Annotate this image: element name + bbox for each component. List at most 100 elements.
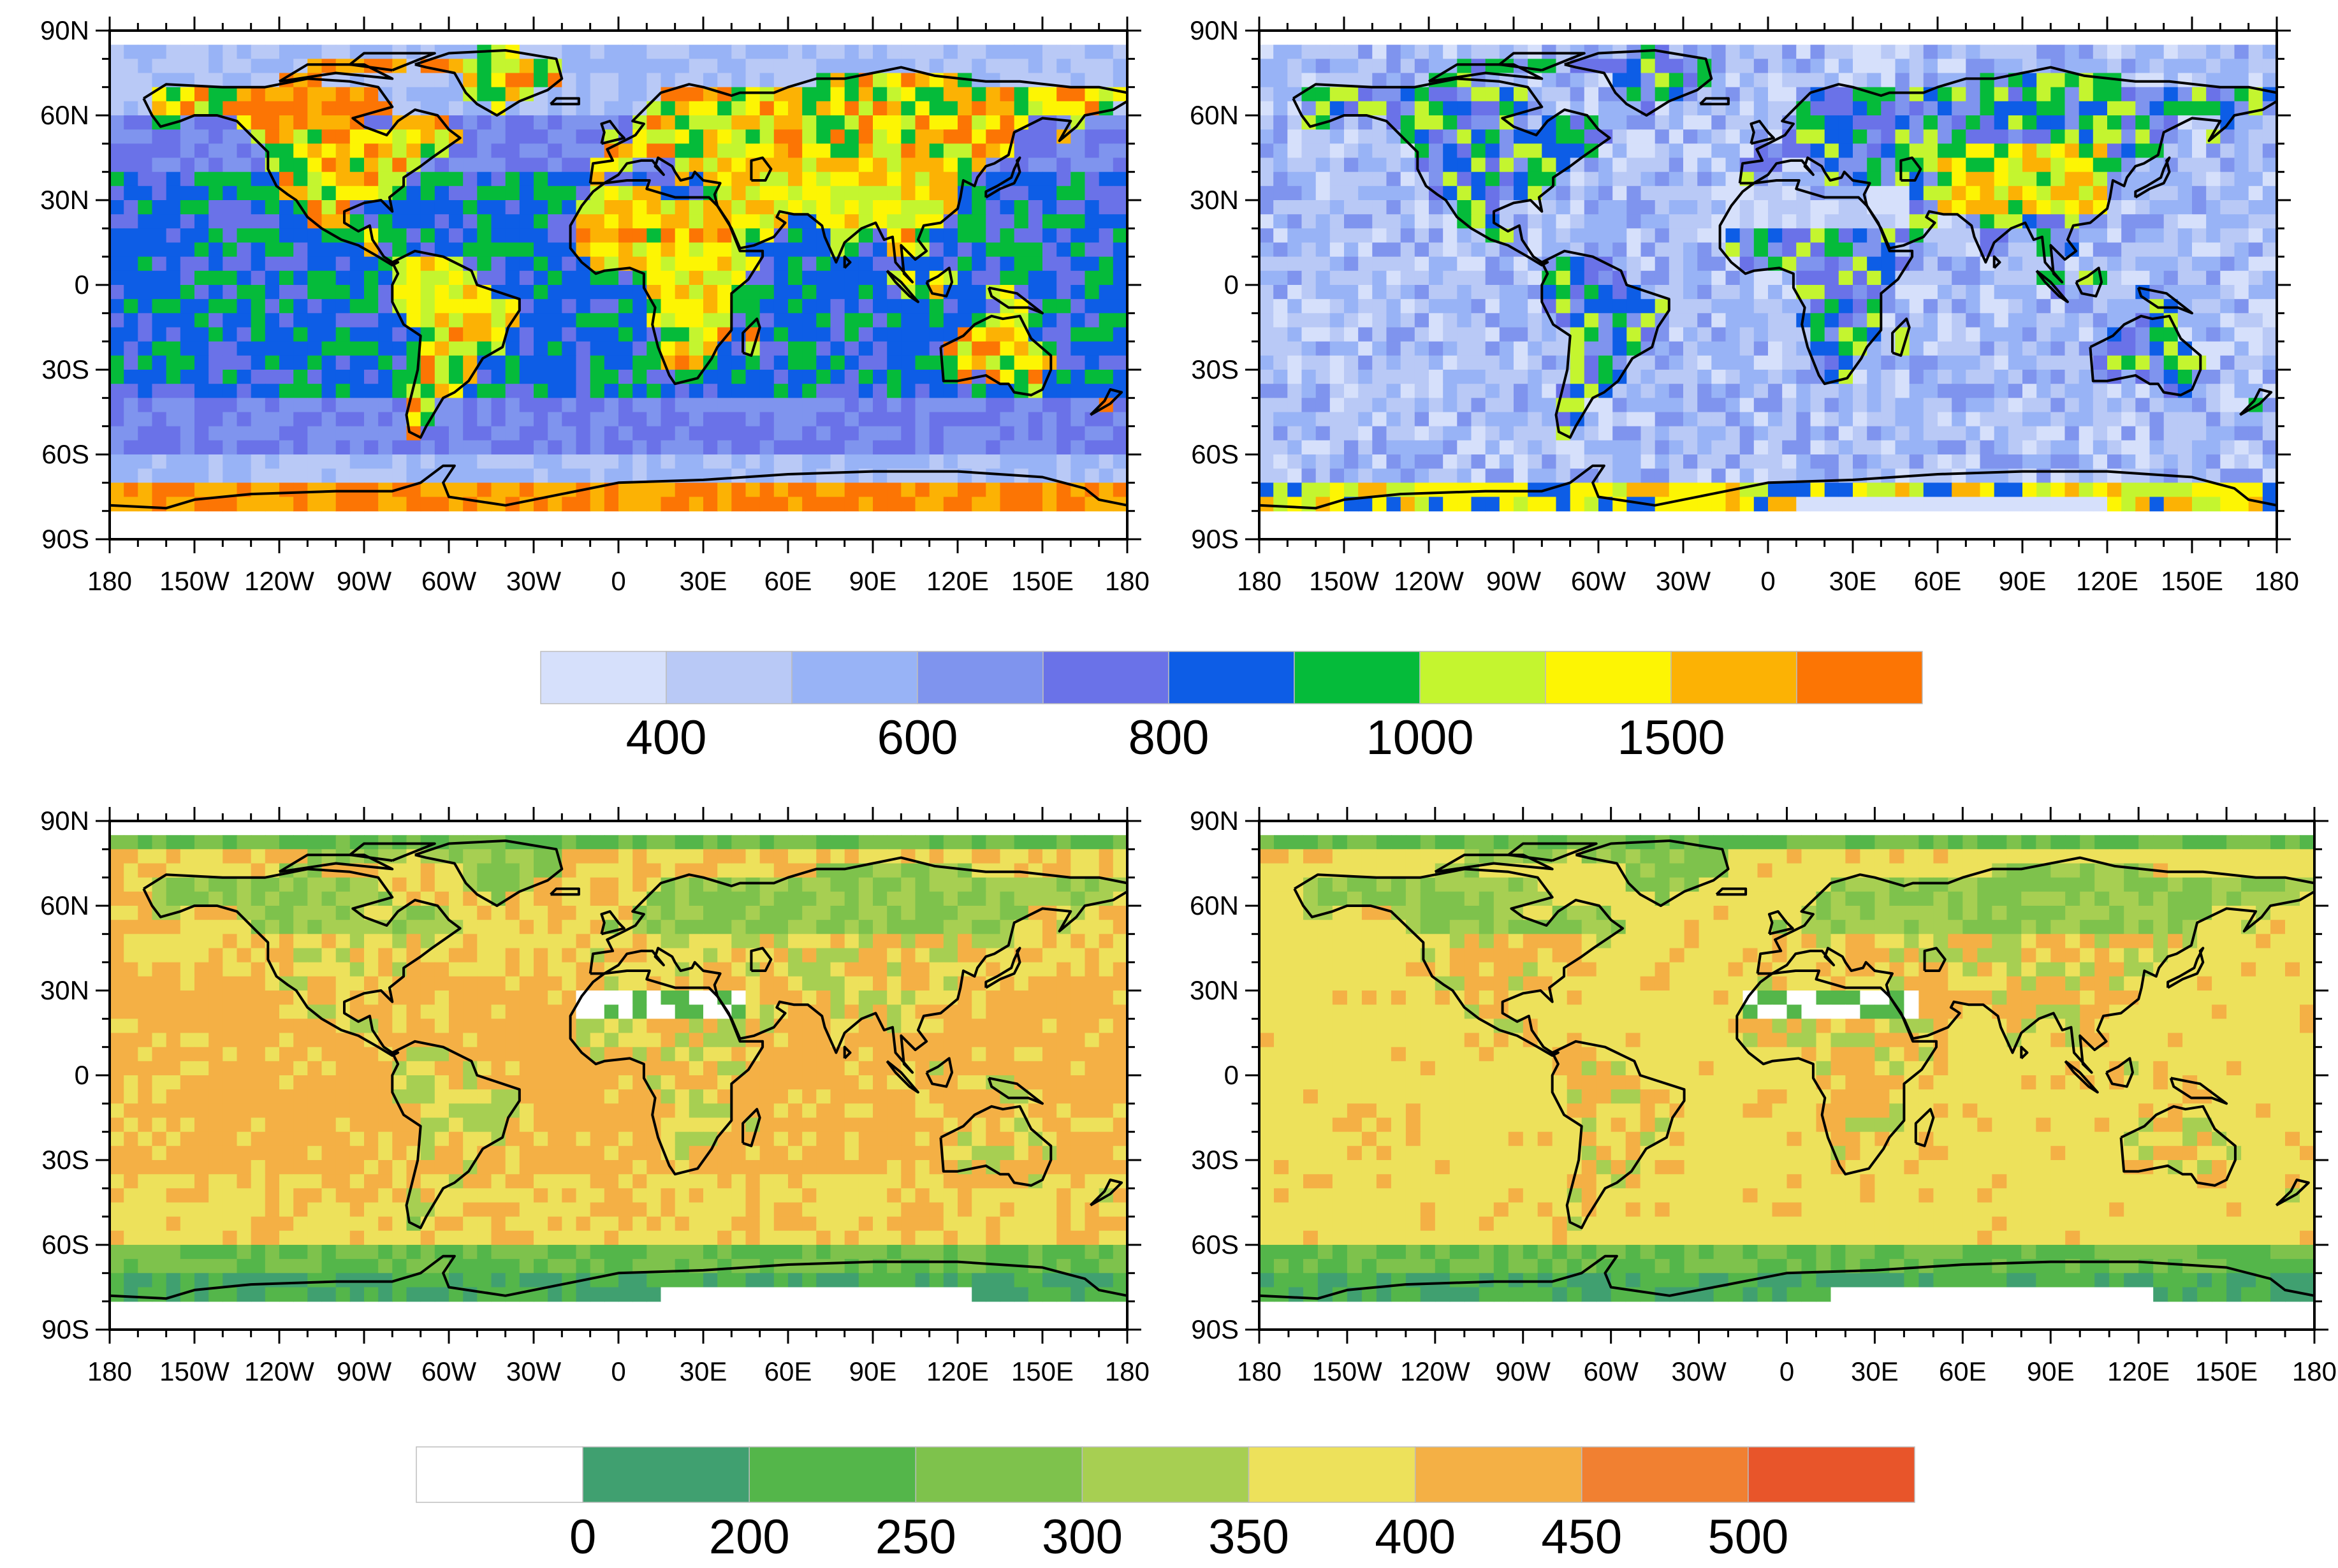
grid-cell — [138, 355, 153, 370]
grid-cell — [604, 454, 619, 469]
grid-cell — [1528, 200, 1542, 215]
grid-cell — [124, 440, 138, 455]
grid-cell — [2121, 270, 2136, 286]
grid-cell — [1028, 129, 1043, 144]
grid-cell — [1259, 256, 1274, 272]
grid-cell — [1994, 129, 2009, 144]
grid-cell — [2149, 412, 2165, 427]
grid-cell — [576, 214, 591, 229]
grid-cell — [773, 270, 789, 286]
grid-cell — [802, 313, 817, 328]
grid-cell — [2121, 214, 2136, 229]
grid-cell — [1683, 483, 1698, 498]
grid-cell — [1499, 214, 1514, 229]
grid-cell — [830, 384, 845, 398]
grid-cell — [1711, 73, 1727, 88]
grid-cell — [1028, 228, 1043, 243]
grid-cell — [2220, 412, 2235, 427]
grid-cell — [1329, 214, 1345, 229]
grid-cell — [180, 468, 195, 483]
grid-cell — [519, 129, 534, 144]
grid-cell — [1753, 313, 1769, 328]
grid-cell — [1966, 59, 1981, 74]
grid-cell — [364, 497, 379, 512]
grid-cell — [2079, 45, 2094, 59]
grid-cell — [745, 73, 761, 88]
grid-cell — [1980, 313, 1995, 328]
grid-cell — [1287, 129, 1303, 144]
grid-cell — [661, 242, 676, 258]
grid-cell — [873, 355, 888, 370]
grid-cell — [208, 426, 223, 441]
grid-cell — [1824, 483, 1839, 498]
grid-cell — [1014, 327, 1029, 342]
grid-cell — [251, 384, 266, 398]
grid-cell — [887, 59, 902, 74]
grid-cell — [1329, 101, 1345, 116]
grid-cell — [434, 157, 449, 173]
grid-cell — [1598, 440, 1613, 455]
grid-cell — [110, 256, 124, 272]
grid-cell — [604, 398, 619, 413]
grid-cell — [632, 256, 647, 272]
grid-cell — [2121, 440, 2136, 455]
grid-cell — [1683, 412, 1698, 427]
grid-cell — [745, 454, 761, 469]
grid-cell — [1556, 285, 1571, 300]
grid-cell — [1056, 185, 1071, 201]
grid-cell — [773, 157, 789, 173]
grid-cell — [138, 483, 153, 498]
grid-cell — [788, 171, 803, 187]
lon-tick-label: 120E — [926, 566, 989, 596]
grid-cell — [1824, 398, 1839, 413]
grid-cell — [562, 256, 577, 272]
grid-cell — [449, 497, 464, 512]
grid-cell — [2234, 171, 2249, 187]
grid-cell — [1626, 370, 1642, 384]
grid-cell — [1287, 185, 1303, 201]
grid-cell — [929, 426, 944, 441]
grid-cell — [1952, 398, 1966, 413]
grid-cell — [562, 483, 577, 498]
grid-cell — [321, 157, 337, 173]
grid-cell — [972, 398, 986, 413]
grid-cell — [2107, 426, 2122, 441]
grid-cell — [2220, 384, 2235, 398]
map-panel-top-left: 90N 60N 30N 0 30S 60S 90S 180 150W 120W 90W 60W 30W 0… — [0, 0, 1154, 612]
grid-cell — [887, 440, 902, 455]
grid-cell — [1867, 426, 1881, 441]
grid-cell — [745, 398, 761, 413]
grid-cell — [1570, 143, 1585, 159]
grid-cell — [110, 129, 124, 144]
grid-cell — [349, 228, 365, 243]
grid-cell — [1042, 299, 1057, 314]
grid-cell — [194, 370, 209, 384]
grid-cell — [618, 497, 633, 512]
grid-cell — [1838, 87, 1853, 102]
grid-cell — [590, 454, 605, 469]
grid-cell — [1570, 355, 1585, 370]
grid-cell — [1329, 370, 1345, 384]
grid-cell — [1952, 171, 1966, 187]
grid-cell — [477, 200, 492, 215]
grid-cell — [1099, 214, 1114, 229]
grid-cell — [1867, 454, 1881, 469]
grid-cell — [166, 341, 181, 356]
grid-cell — [1070, 370, 1086, 384]
grid-cell — [1056, 398, 1071, 413]
grid-cell — [1287, 454, 1303, 469]
grid-cell — [873, 242, 888, 258]
grid-cell — [759, 313, 775, 328]
grid-cell — [2093, 115, 2108, 130]
grid-cell — [2121, 115, 2136, 130]
grid-cell — [2008, 440, 2023, 455]
grid-cell — [2192, 242, 2207, 258]
grid-cell — [1315, 228, 1331, 243]
grid-cell — [2192, 313, 2207, 328]
grid-cell — [1542, 497, 1557, 512]
grid-cell — [1358, 171, 1373, 187]
grid-cell — [1584, 73, 1599, 88]
grid-cell — [1315, 426, 1331, 441]
grid-cell — [1853, 101, 1867, 116]
grid-cell — [844, 143, 859, 159]
